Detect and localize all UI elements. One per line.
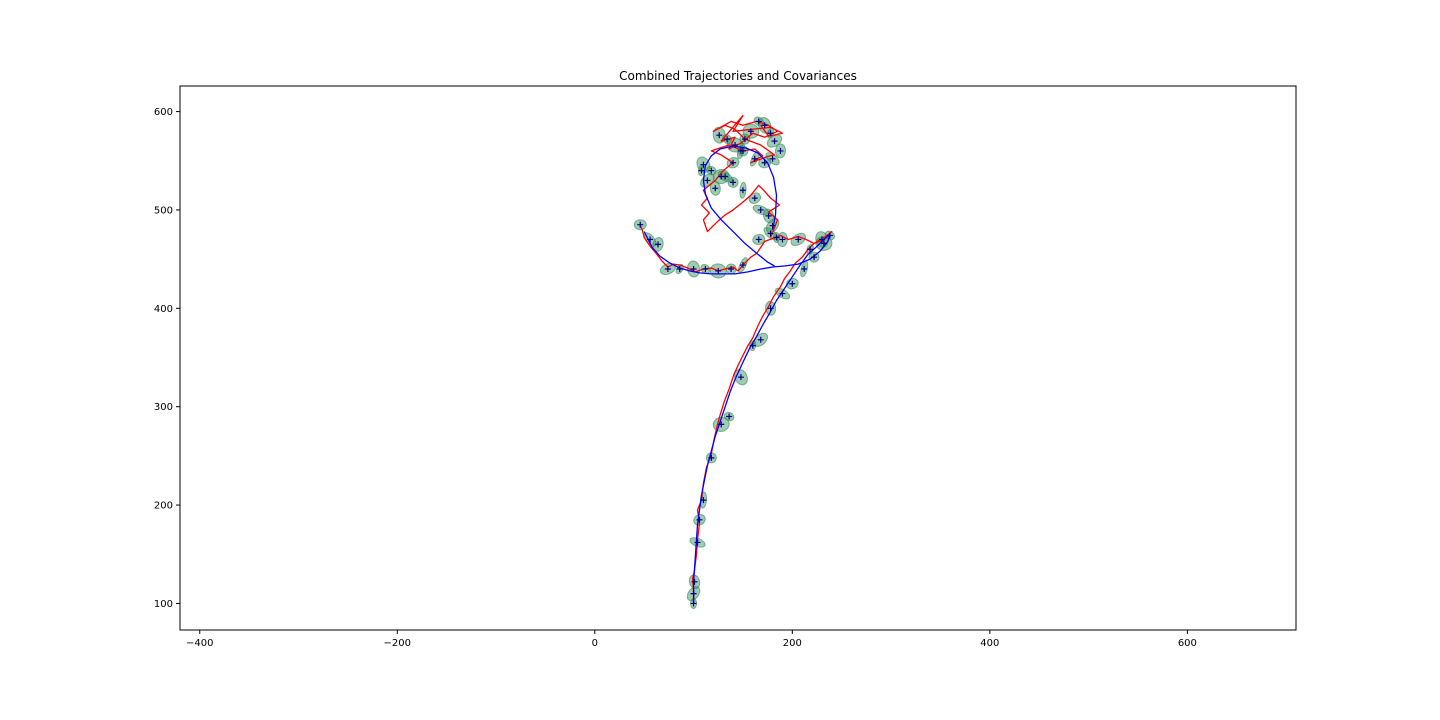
state-marker [755,236,762,243]
state-marker [726,413,733,420]
state-marker [696,516,703,523]
y-tick-label: 400 [154,304,173,315]
state-marker [765,212,772,219]
state-marker [807,246,814,253]
state-marker [767,130,774,137]
state-marker [761,122,768,129]
state-marker [702,265,709,272]
state-marker [789,280,796,287]
estimated-trajectories [639,114,833,604]
state-marker [769,222,776,229]
state-marker [757,206,764,213]
y-tick-label: 200 [154,501,173,512]
x-tick-label: −200 [384,638,411,649]
x-tick-label: 400 [980,638,999,649]
state-marker [708,454,715,461]
state-marker [826,232,833,239]
state-marker [708,167,715,174]
state-marker [757,336,764,343]
state-marker [773,234,780,241]
state-marker [676,265,683,272]
state-marker [732,142,739,149]
state-markers [637,118,833,607]
x-tick-label: 600 [1178,638,1197,649]
state-marker [739,147,746,154]
covariance-ellipses [633,116,836,609]
state-marker [728,265,735,272]
state-marker [737,374,744,381]
x-tick-label: 200 [783,638,802,649]
state-marker [698,167,705,174]
state-marker [730,179,737,186]
state-marker [691,578,698,585]
state-marker [655,241,662,248]
state-marker [718,421,725,428]
state-marker [795,236,802,243]
state-marker [818,236,825,243]
state-marker [741,136,748,143]
y-tick-label: 500 [154,205,173,216]
state-marker [690,590,697,597]
state-marker [739,262,746,269]
state-marker [694,539,701,546]
state-marker [690,265,697,272]
state-marker [700,161,707,168]
state-marker [747,128,754,135]
state-marker [664,265,671,272]
truth-path [702,145,778,267]
state-marker [767,230,774,237]
y-axis: 100 200 300 400 500 600 [154,107,180,610]
state-marker [739,187,746,194]
state-marker [751,155,758,162]
state-marker [811,254,818,261]
state-marker [767,305,774,312]
x-axis: −400 −200 0 200 400 600 [186,630,1197,649]
state-marker [715,267,722,274]
state-marker [777,147,784,154]
state-marker [722,173,729,180]
state-marker [779,236,786,243]
estimate-path [639,225,833,604]
state-marker [700,497,707,504]
truth-path [643,231,831,604]
true-trajectories [643,145,831,604]
state-marker [704,177,711,184]
state-marker [716,132,723,139]
chart-title: Combined Trajectories and Covariances [619,69,857,83]
state-marker [690,600,697,607]
y-tick-label: 600 [154,107,173,118]
y-tick-label: 300 [154,402,173,413]
state-marker [712,185,719,192]
state-marker [755,118,762,125]
state-marker [820,240,827,247]
state-marker [647,236,654,243]
state-marker [637,221,644,228]
state-marker [769,155,776,162]
state-marker [749,342,756,349]
state-marker [761,159,768,166]
state-marker [801,265,808,272]
x-tick-label: −400 [186,638,213,649]
state-marker [779,290,786,297]
state-marker [730,159,737,166]
x-tick-label: 0 [592,638,598,649]
state-marker [751,195,758,202]
plot-area-frame [179,85,1297,631]
state-marker [771,138,778,145]
state-marker [724,136,731,143]
y-tick-label: 100 [154,599,173,610]
